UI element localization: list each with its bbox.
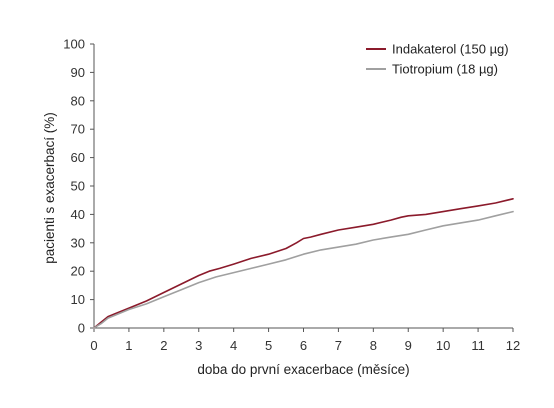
y-tick-label: 90 [71,65,85,80]
y-tick-label: 50 [71,179,85,194]
y-tick-label: 100 [63,37,85,52]
x-axis-ticks: 0 1 2 3 4 5 6 7 8 9 10 11 12 [90,328,520,353]
x-tick-label: 7 [335,338,342,353]
x-tick-label: 2 [160,338,167,353]
x-tick-label: 5 [265,338,272,353]
x-tick-label: 0 [90,338,97,353]
axes [93,44,513,329]
y-tick-label: 40 [71,207,85,222]
y-axis-title: pacienti s exacerbací (%) [42,112,57,264]
legend-label-tiotropium: Tiotropium (18 µg) [392,62,498,77]
x-tick-label: 8 [370,338,377,353]
series-line-tiotropium [93,210,514,329]
x-tick-label: 1 [125,338,132,353]
legend-label-indakaterol: Indakaterol (150 µg) [392,42,509,57]
y-tick-label: 0 [78,321,85,336]
y-tick-label: 80 [71,93,85,108]
y-axis-ticks: 0 10 20 30 40 50 60 70 80 90 100 [63,37,94,336]
x-tick-label: 4 [230,338,237,353]
y-tick-label: 70 [71,122,85,137]
legend: Indakaterol (150 µg) Tiotropium (18 µg) [366,42,509,77]
x-tick-label: 6 [300,338,307,353]
y-tick-label: 20 [71,264,85,279]
series-lines [93,198,514,329]
x-tick-label: 3 [195,338,202,353]
y-tick-label: 30 [71,235,85,250]
x-tick-label: 10 [436,338,450,353]
y-tick-label: 10 [71,292,85,307]
x-tick-label: 11 [471,338,485,353]
x-axis-title: doba do první exacerbace (měsíce) [197,362,409,377]
series-line-indakaterol [93,198,514,329]
x-tick-label: 9 [405,338,412,353]
y-tick-label: 60 [71,150,85,165]
x-tick-label: 12 [506,338,520,353]
